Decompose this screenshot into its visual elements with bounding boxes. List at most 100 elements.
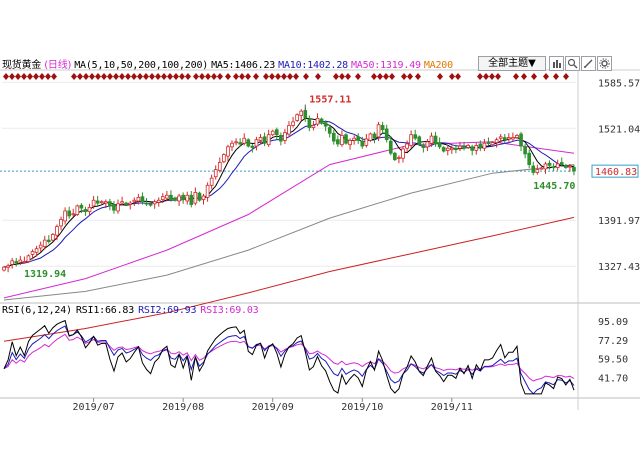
price-tick-label: 1391.97 <box>598 216 640 227</box>
candle-body <box>478 143 483 148</box>
event-diamond <box>245 73 251 80</box>
candle-body <box>303 110 308 118</box>
event-diamond <box>281 73 287 80</box>
rsi-tick-label: 95.09 <box>598 317 628 328</box>
instrument-title: 现货黄金 <box>2 60 42 71</box>
candle-body <box>160 196 165 200</box>
candle-body <box>144 202 149 205</box>
event-diamond <box>293 73 299 80</box>
event-diamond <box>269 73 275 80</box>
candle-body <box>555 163 560 168</box>
event-diamond <box>383 73 389 80</box>
event-diamond <box>477 73 483 80</box>
event-diamond <box>513 73 519 80</box>
candle-body <box>262 136 267 144</box>
candle-body <box>189 194 194 205</box>
candle-body <box>319 118 324 124</box>
theme-dropdown-button[interactable]: 全部主题▼ <box>478 56 546 71</box>
rsi3-value: RSI3:69.03 <box>200 305 259 316</box>
zoom-button[interactable] <box>565 56 580 71</box>
candle-body <box>336 139 340 145</box>
event-diamond <box>199 73 205 80</box>
x-axis-label: 2019/10 <box>341 402 383 413</box>
candle-body <box>299 110 304 116</box>
candle-body <box>173 197 177 201</box>
event-diamond <box>193 73 199 80</box>
candle-body <box>519 133 523 147</box>
candle-body <box>344 134 348 144</box>
event-diamond <box>71 73 77 80</box>
candle-body <box>242 137 247 144</box>
candle-body <box>539 167 544 170</box>
candle-body <box>75 205 80 215</box>
candle-body <box>462 146 466 149</box>
candle-body <box>393 152 397 161</box>
candle-body <box>417 136 422 146</box>
ma10-value: MA10:1402.28 <box>278 60 348 71</box>
candle-body <box>466 144 470 148</box>
event-diamond <box>21 73 27 80</box>
event-diamond <box>125 73 131 80</box>
candle-body <box>55 226 59 236</box>
ma100-line <box>3 164 575 301</box>
candle-body <box>152 201 157 205</box>
candle-body <box>551 166 556 169</box>
candle-body <box>250 145 255 148</box>
rsi2-value: RSI2:69.93 <box>138 305 197 316</box>
candle-body <box>331 132 336 142</box>
x-axis-label: 2019/07 <box>73 402 115 413</box>
candle-body <box>388 140 393 154</box>
event-markers <box>3 73 569 80</box>
event-diamond <box>77 73 83 80</box>
candle-body <box>429 135 434 144</box>
event-diamond <box>45 73 51 80</box>
candle-body <box>201 195 206 200</box>
candle-body <box>30 251 35 255</box>
candle-body <box>59 219 63 227</box>
candle-body <box>51 234 55 241</box>
candle-body <box>254 139 259 147</box>
candle-body <box>490 142 495 146</box>
event-diamond <box>155 73 161 80</box>
candle-body <box>34 248 39 253</box>
candle-body <box>470 146 475 151</box>
event-diamond <box>339 73 345 80</box>
candle-body <box>71 213 76 216</box>
candle-body <box>498 136 503 139</box>
candle-body <box>486 142 491 144</box>
event-diamond <box>389 73 395 80</box>
candle-body <box>63 210 67 222</box>
candle-body <box>270 130 275 136</box>
rsi-params: RSI(6,12,24) <box>2 305 72 316</box>
candle-body <box>95 200 100 204</box>
period-label[interactable]: (日线) <box>44 60 72 71</box>
candle-body <box>563 164 568 168</box>
ma200-line <box>3 216 575 342</box>
candle-body <box>523 146 527 155</box>
event-diamond <box>211 73 217 80</box>
event-diamond <box>483 73 489 80</box>
candle-body <box>397 157 401 159</box>
event-diamond <box>95 73 101 80</box>
event-diamond <box>167 73 173 80</box>
candle-body <box>568 165 572 168</box>
event-diamond <box>455 73 461 80</box>
event-diamond <box>179 73 185 80</box>
candle-body <box>156 199 161 203</box>
ma-params: MA(5,10,50,200,100,200) <box>74 60 209 71</box>
settings-button[interactable] <box>597 56 612 71</box>
event-diamond <box>113 73 119 80</box>
draw-button[interactable] <box>581 56 596 71</box>
candle-body <box>295 114 299 121</box>
x-axis-label: 2019/08 <box>162 402 204 413</box>
candle-body <box>315 117 320 125</box>
price-legend: 现货黄金 (日线) MA(5,10,50,200,100,200) MA5:1406.… <box>2 56 456 71</box>
event-diamond <box>185 73 191 80</box>
candle-body <box>360 140 365 147</box>
candle-body <box>413 134 418 139</box>
candle-body <box>494 139 499 143</box>
candle-body <box>482 142 487 149</box>
chart-type-button[interactable] <box>549 56 564 71</box>
event-diamond <box>161 73 167 80</box>
